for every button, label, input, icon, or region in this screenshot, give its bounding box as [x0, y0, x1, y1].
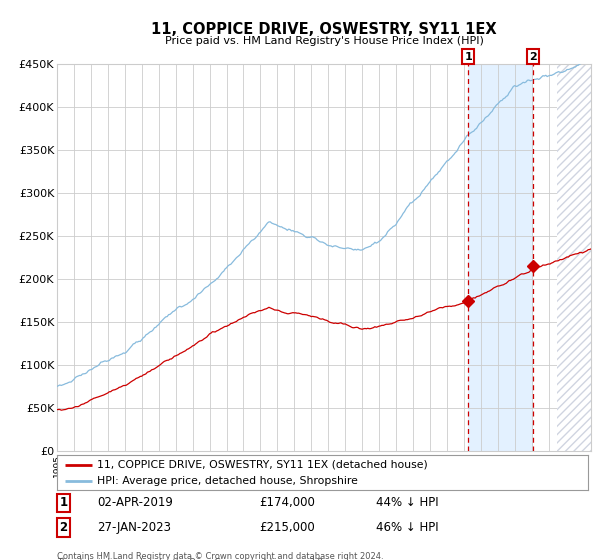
- Bar: [557, 64, 591, 451]
- Bar: [557, 64, 591, 451]
- Text: This data is licensed under the Open Government Licence v3.0.: This data is licensed under the Open Gov…: [57, 558, 325, 560]
- Text: 46% ↓ HPI: 46% ↓ HPI: [376, 521, 438, 534]
- Text: 02-APR-2019: 02-APR-2019: [97, 496, 173, 510]
- Text: 44% ↓ HPI: 44% ↓ HPI: [376, 496, 438, 510]
- Text: 2: 2: [529, 52, 537, 62]
- Text: Contains HM Land Registry data © Crown copyright and database right 2024.: Contains HM Land Registry data © Crown c…: [57, 552, 383, 560]
- Text: 2: 2: [59, 521, 67, 534]
- Text: Price paid vs. HM Land Registry's House Price Index (HPI): Price paid vs. HM Land Registry's House …: [164, 36, 484, 46]
- Text: HPI: Average price, detached house, Shropshire: HPI: Average price, detached house, Shro…: [97, 475, 358, 486]
- Text: 27-JAN-2023: 27-JAN-2023: [97, 521, 171, 534]
- Text: 11, COPPICE DRIVE, OSWESTRY, SY11 1EX (detached house): 11, COPPICE DRIVE, OSWESTRY, SY11 1EX (d…: [97, 460, 428, 470]
- Text: 11, COPPICE DRIVE, OSWESTRY, SY11 1EX: 11, COPPICE DRIVE, OSWESTRY, SY11 1EX: [151, 22, 497, 38]
- Text: 1: 1: [464, 52, 472, 62]
- Bar: [468, 64, 533, 451]
- Text: 1: 1: [59, 496, 67, 510]
- Text: £174,000: £174,000: [259, 496, 314, 510]
- Text: £215,000: £215,000: [259, 521, 314, 534]
